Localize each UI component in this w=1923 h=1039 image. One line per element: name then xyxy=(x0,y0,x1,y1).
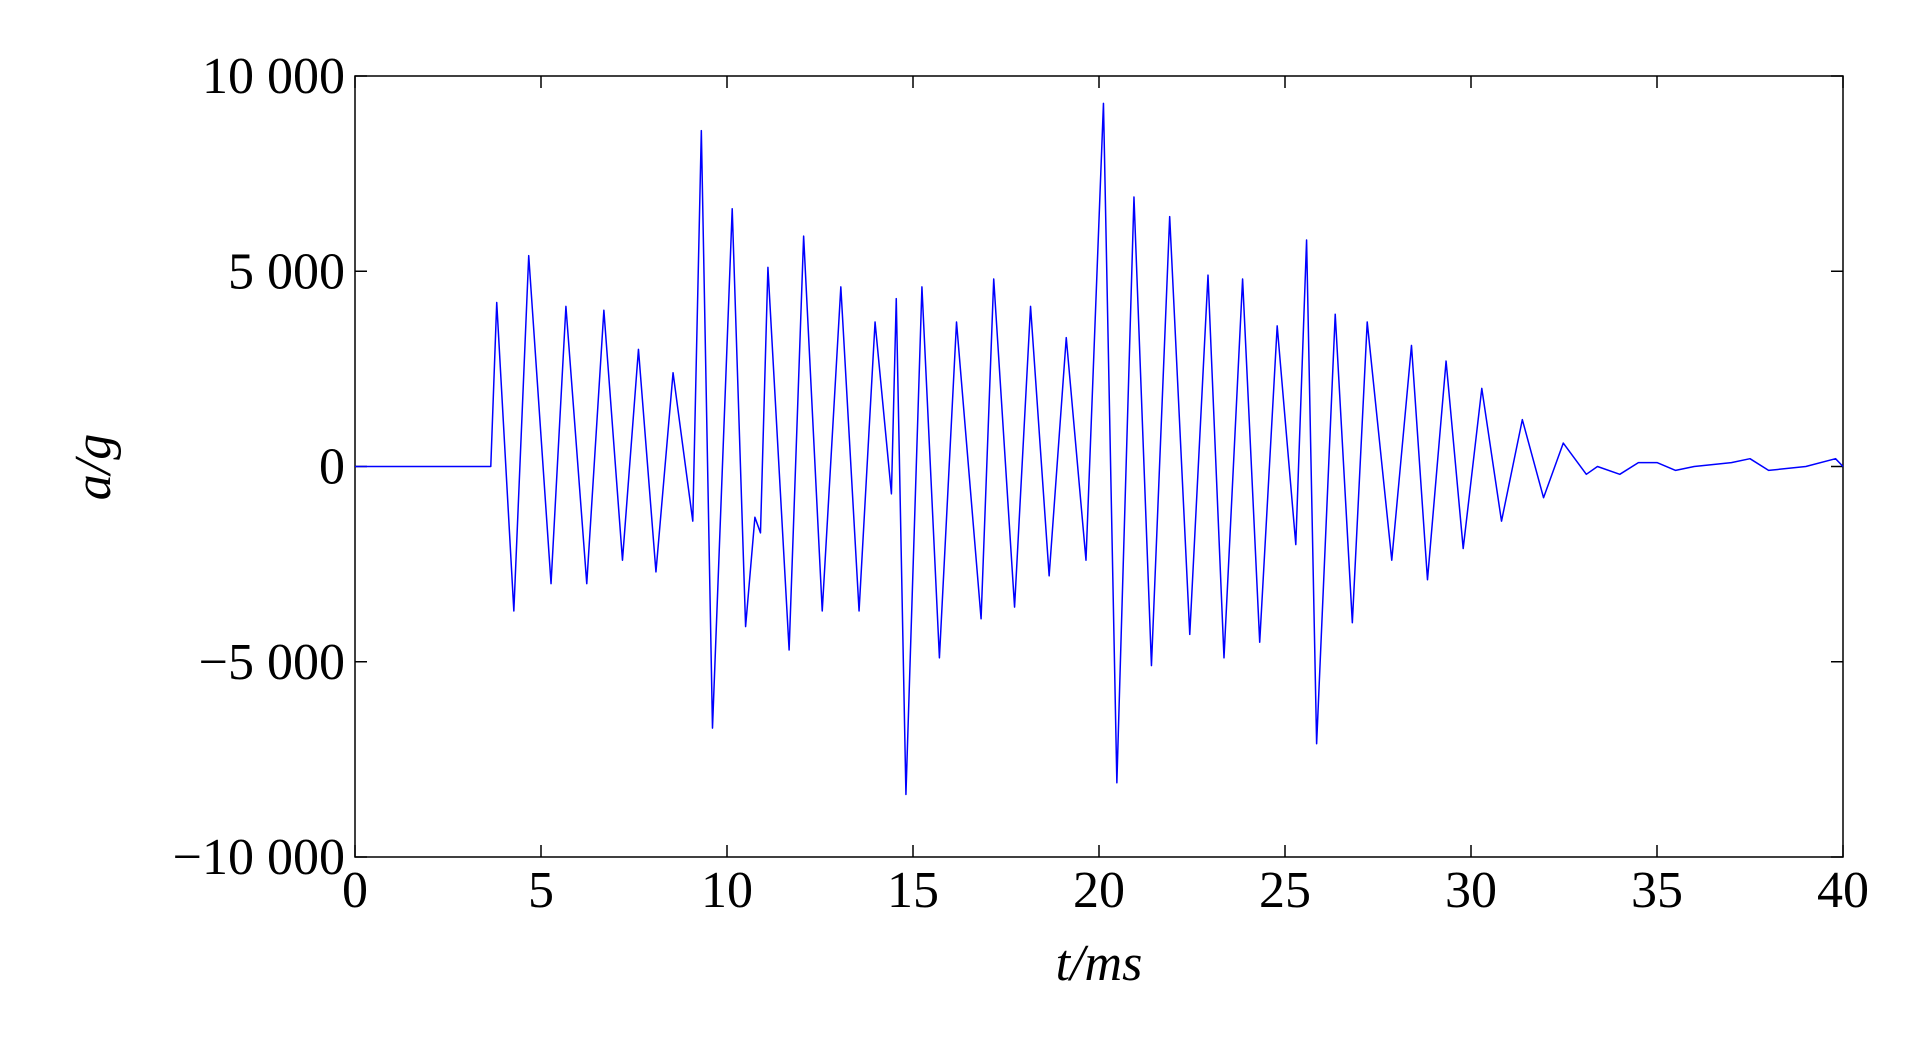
y-tick-label: −5 000 xyxy=(199,634,345,691)
x-tick-label: 40 xyxy=(1817,862,1869,919)
y-axis-label: a/g xyxy=(65,434,122,500)
x-tick-label: 30 xyxy=(1445,862,1497,919)
x-tick-label: 10 xyxy=(701,862,753,919)
y-tick-label: 10 000 xyxy=(202,48,345,105)
x-tick-label: 5 xyxy=(528,862,554,919)
y-tick-label: −10 000 xyxy=(173,829,345,886)
x-tick-label: 0 xyxy=(342,862,368,919)
x-tick-label: 20 xyxy=(1073,862,1125,919)
x-tick-label: 25 xyxy=(1259,862,1311,919)
x-axis-label: t/ms xyxy=(1056,935,1143,992)
x-tick-label: 35 xyxy=(1631,862,1683,919)
data-line xyxy=(355,102,1844,796)
y-tick-label: 0 xyxy=(319,439,345,496)
x-tick-label: 15 xyxy=(887,862,939,919)
y-tick-label: 5 000 xyxy=(228,243,345,300)
